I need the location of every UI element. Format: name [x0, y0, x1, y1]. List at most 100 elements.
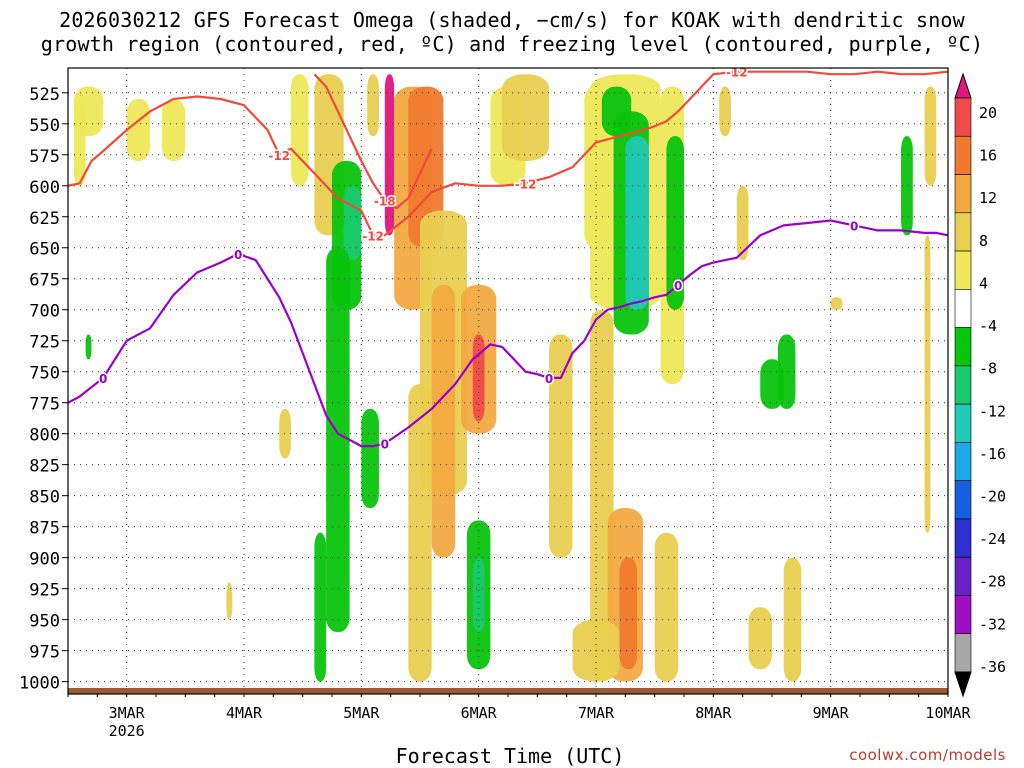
- colorbar-swatch: [954, 250, 972, 290]
- colorbar-swatch: [954, 480, 972, 520]
- y-tick-label: 1000: [19, 674, 60, 694]
- omega-blob: [326, 247, 350, 633]
- y-tick-label: 925: [29, 581, 60, 601]
- y-tick-label: 700: [29, 302, 60, 322]
- y-tick-label: 525: [29, 85, 60, 105]
- colorbar-label: -4: [979, 317, 997, 335]
- omega-blob: [85, 334, 92, 360]
- colorbar-swatch: [954, 289, 972, 328]
- y-tick-label: 875: [29, 519, 60, 539]
- omega-blob: [343, 185, 362, 261]
- omega-blob: [367, 74, 379, 137]
- omega-blob: [226, 582, 233, 620]
- colorbar-label: 4: [979, 274, 988, 292]
- terrain-ground: [68, 688, 948, 694]
- omega-blob: [549, 334, 573, 558]
- omega-blob: [719, 86, 731, 137]
- y-tick-label: 750: [29, 364, 60, 384]
- y-tick-label: 675: [29, 271, 60, 291]
- omega-blob: [73, 86, 104, 137]
- colorbar-label: -28: [979, 573, 1006, 591]
- omega-blob: [924, 235, 931, 533]
- colorbar-swatch: [954, 556, 972, 596]
- omega-blob: [625, 136, 649, 310]
- omega-blob: [619, 557, 638, 670]
- x-axis-title: Forecast Time (UTC): [395, 744, 625, 768]
- dgz-upper-line: [68, 70, 948, 237]
- omega-blob: [161, 98, 186, 161]
- omega-blob: [472, 557, 485, 633]
- omega-blob: [126, 98, 151, 161]
- colorbar-label: 20: [979, 104, 997, 122]
- colorbar-swatch: [954, 97, 972, 137]
- colorbar-swatch: [954, 518, 972, 558]
- colorbar-label: -32: [979, 615, 1006, 633]
- colorbar-swatch: [954, 212, 972, 252]
- colorbar-label: 16: [979, 147, 997, 165]
- dgz-upper-label: -12: [726, 66, 748, 80]
- omega-blob: [748, 607, 772, 670]
- x-tick-label: 7MAR: [578, 704, 615, 722]
- credit-link[interactable]: coolwx.com/models: [849, 746, 1006, 764]
- colorbar-swatch: [954, 595, 972, 635]
- omega-blob: [924, 86, 937, 186]
- omega-blob: [502, 74, 550, 161]
- colorbar-swatch: [954, 327, 972, 367]
- colorbar-swatch: [954, 174, 972, 214]
- omega-blob: [361, 408, 379, 509]
- colorbar-bottom-arrow: [954, 671, 972, 698]
- plot-frame: [67, 67, 949, 695]
- omega-blob: [666, 136, 684, 310]
- omega-blob: [783, 557, 802, 682]
- colorbar-label: 8: [979, 232, 988, 250]
- omega-blob: [601, 86, 632, 137]
- omega-blob: [384, 74, 395, 236]
- x-tick-label: 8MAR: [695, 704, 732, 722]
- dgz-upper-label: -12: [362, 229, 384, 243]
- omega-blob: [654, 532, 679, 682]
- y-tick-label: 775: [29, 395, 60, 415]
- dgz-lower-label: -18: [374, 195, 396, 209]
- y-tick-label: 850: [29, 488, 60, 508]
- y-tick-label: 575: [29, 147, 60, 167]
- y-tick-label: 550: [29, 116, 60, 136]
- freezing-level-label: 0: [381, 438, 389, 452]
- omega-blob: [736, 185, 749, 261]
- x-tick-sublabel: 2026: [109, 722, 145, 740]
- y-tick-label: 725: [29, 333, 60, 353]
- colorbar-label: -24: [979, 530, 1006, 548]
- freezing-level-label: 0: [99, 372, 107, 386]
- dgz-lower-line: [313, 73, 433, 210]
- y-tick-label: 600: [29, 178, 60, 198]
- dgz-upper-label: -12: [515, 177, 537, 191]
- colorbar-swatch: [954, 365, 972, 405]
- freezing-level-line: [68, 219, 948, 448]
- colorbar-top-arrow: [954, 72, 972, 99]
- x-tick-label: 10MAR: [925, 704, 971, 722]
- colorbar-swatch: [954, 135, 972, 175]
- omega-blob: [408, 384, 432, 682]
- omega-blob: [290, 74, 309, 186]
- x-tick-label: 3MAR: [109, 704, 146, 722]
- y-tick-label: 825: [29, 457, 60, 477]
- omega-blob: [472, 334, 485, 422]
- omega-shading-layer: [73, 74, 937, 682]
- freezing-level-label: 0: [850, 219, 858, 233]
- freezing-level-label: 0: [234, 248, 242, 262]
- x-tick-label: 4MAR: [226, 704, 263, 722]
- omega-blob: [431, 284, 456, 558]
- ground-band: [68, 688, 948, 694]
- omega-blob: [279, 408, 291, 459]
- x-tick-label: 5MAR: [343, 704, 380, 722]
- y-tick-label: 625: [29, 209, 60, 229]
- omega-blob: [314, 532, 327, 682]
- colorbar-label: -20: [979, 487, 1006, 505]
- y-tick-label: 900: [29, 550, 60, 570]
- freezing-level-label: 0: [674, 279, 682, 293]
- colorbar-swatch: [954, 633, 972, 673]
- x-tick-label: 9MAR: [813, 704, 850, 722]
- colorbar-label: -12: [979, 402, 1006, 420]
- omega-blob: [760, 359, 784, 409]
